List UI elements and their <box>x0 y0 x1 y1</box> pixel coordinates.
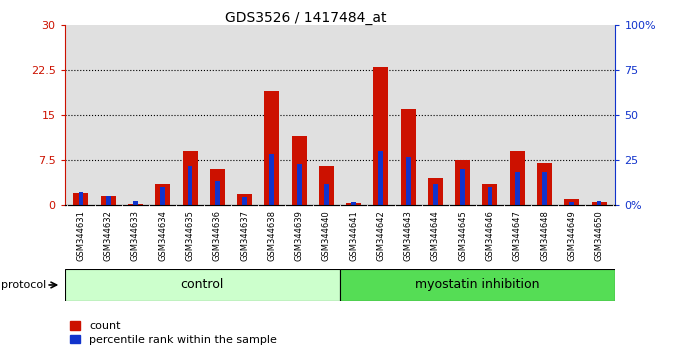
Text: GSM344638: GSM344638 <box>267 210 276 261</box>
Text: GDS3526 / 1417484_at: GDS3526 / 1417484_at <box>225 11 387 25</box>
Bar <box>596 200 602 205</box>
Bar <box>128 204 143 205</box>
Bar <box>101 196 116 205</box>
Bar <box>564 199 579 205</box>
Text: GSM344637: GSM344637 <box>240 210 249 261</box>
Bar <box>210 169 225 205</box>
Text: GSM344641: GSM344641 <box>349 210 358 261</box>
Text: GSM344647: GSM344647 <box>513 210 522 261</box>
Bar <box>188 166 192 205</box>
Bar <box>340 269 615 301</box>
Text: GSM344649: GSM344649 <box>567 210 576 261</box>
Bar <box>592 202 607 205</box>
Text: GSM344642: GSM344642 <box>377 210 386 261</box>
Text: GSM344634: GSM344634 <box>158 210 167 261</box>
Bar <box>406 157 411 205</box>
Text: GSM344632: GSM344632 <box>104 210 113 261</box>
Text: GSM344635: GSM344635 <box>186 210 194 261</box>
Bar <box>242 197 247 205</box>
Text: GSM344645: GSM344645 <box>458 210 467 261</box>
Bar <box>106 196 111 205</box>
Text: GSM344644: GSM344644 <box>431 210 440 261</box>
Bar <box>237 194 252 205</box>
Bar <box>319 166 334 205</box>
Text: GSM344648: GSM344648 <box>540 210 549 261</box>
Bar <box>379 151 384 205</box>
Bar <box>296 164 301 205</box>
Bar <box>292 136 307 205</box>
Bar <box>351 202 356 205</box>
Bar <box>515 172 520 205</box>
Bar <box>488 187 492 205</box>
Bar <box>269 154 274 205</box>
Bar <box>373 67 388 205</box>
Bar <box>510 151 525 205</box>
Bar <box>215 181 220 205</box>
Bar <box>73 193 88 205</box>
Bar <box>265 91 279 205</box>
Text: GSM344643: GSM344643 <box>404 210 413 261</box>
Bar <box>133 200 138 205</box>
Bar <box>401 109 415 205</box>
Legend: count, percentile rank within the sample: count, percentile rank within the sample <box>70 321 277 345</box>
Text: myostatin inhibition: myostatin inhibition <box>415 279 540 291</box>
Text: GSM344640: GSM344640 <box>322 210 331 261</box>
Text: GSM344650: GSM344650 <box>594 210 604 261</box>
Bar <box>155 184 170 205</box>
Bar <box>78 192 84 205</box>
Bar <box>428 178 443 205</box>
Text: GSM344631: GSM344631 <box>76 210 86 261</box>
Text: protocol: protocol <box>1 280 47 290</box>
Text: GSM344646: GSM344646 <box>486 210 494 261</box>
Bar <box>460 169 465 205</box>
Text: GSM344636: GSM344636 <box>213 210 222 261</box>
Bar <box>324 184 329 205</box>
Text: control: control <box>181 279 224 291</box>
Bar <box>537 163 552 205</box>
Bar <box>433 184 438 205</box>
Bar <box>483 184 498 205</box>
Bar <box>569 202 574 205</box>
Bar <box>346 203 361 205</box>
Bar <box>542 172 547 205</box>
Text: GSM344633: GSM344633 <box>131 210 140 261</box>
Bar <box>455 160 470 205</box>
Bar <box>65 269 340 301</box>
Bar <box>160 187 165 205</box>
Bar <box>182 151 197 205</box>
Text: GSM344639: GSM344639 <box>294 210 303 261</box>
